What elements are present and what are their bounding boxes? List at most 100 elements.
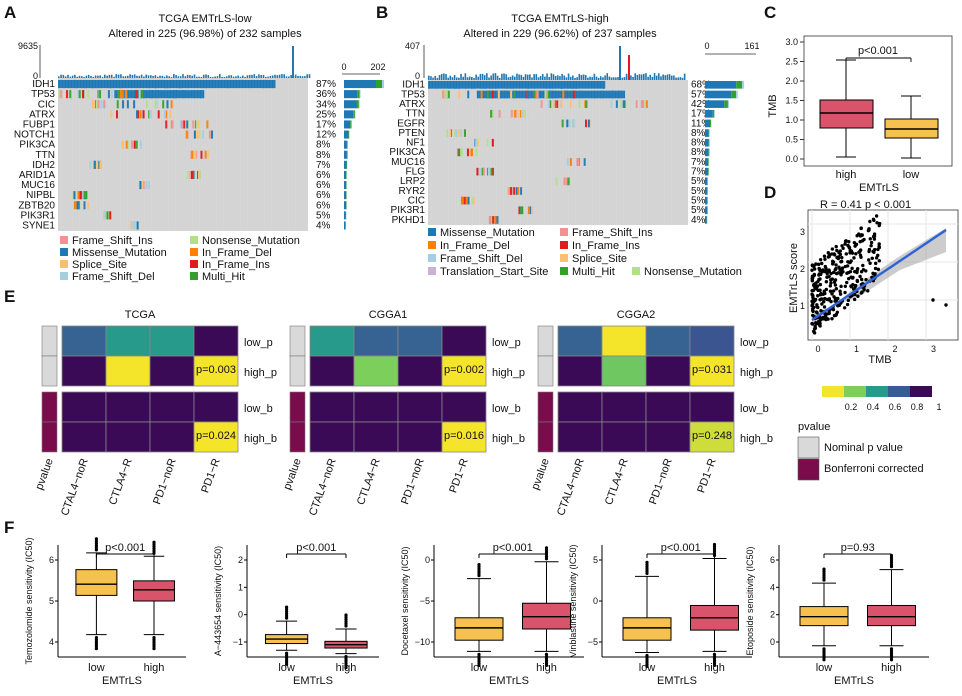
outlier: [889, 653, 894, 658]
gene-count-bar: [344, 221, 346, 230]
heatmap-cell: [193, 421, 239, 453]
mutation-mark: [93, 160, 96, 169]
outlier: [477, 652, 481, 657]
mutation-mark: [204, 80, 207, 89]
p-value: p=0.93: [841, 542, 875, 554]
data-point: [869, 240, 874, 245]
tmb-bar: [131, 74, 134, 78]
tick-label: 1: [238, 582, 243, 592]
heatmap-cell: [353, 391, 399, 423]
data-point: [811, 288, 816, 293]
oncoplot-a-subtitle: Altered in 225 (96.98%) of 232 samples: [108, 28, 302, 40]
row-label: low_p: [244, 337, 273, 349]
mutation-mark: [135, 221, 138, 230]
tmb-zero-label: 0: [33, 71, 38, 81]
outlier: [285, 660, 289, 664]
mutation-mark: [108, 80, 111, 89]
outlier: [94, 647, 98, 651]
mutation-mark: [83, 201, 86, 210]
mutation-mark: [460, 129, 463, 137]
legend-swatch: [60, 248, 68, 256]
data-point: [822, 305, 827, 309]
outlier: [94, 541, 98, 545]
tmb-bar: [507, 77, 510, 80]
tmb-bar: [576, 77, 578, 80]
data-point: [815, 284, 820, 288]
outlier: [344, 659, 348, 663]
mutation-mark: [478, 167, 481, 176]
data-point: [839, 284, 843, 289]
data-point: [824, 280, 829, 284]
tmb-bar: [62, 74, 65, 78]
row-label: high_p: [244, 367, 277, 379]
mutation-mark: [611, 90, 614, 99]
data-point: [842, 306, 847, 310]
tmb-bar: [608, 76, 611, 80]
data-point: [821, 300, 826, 304]
outlier: [285, 616, 289, 620]
mutation-mark: [566, 119, 569, 128]
tmb-bar: [133, 74, 136, 78]
column-label: CTAL4−noR: [555, 457, 587, 518]
mutation-block: [471, 138, 493, 147]
tick-label: 2.0: [785, 76, 798, 86]
cell-annotation: p=0.248: [692, 430, 732, 442]
data-point: [818, 288, 822, 292]
mutation-mark: [180, 120, 183, 129]
mutation-block: [561, 119, 590, 128]
gene-label: NIPBL: [26, 190, 55, 201]
data-point: [833, 268, 837, 272]
outlier: [889, 565, 894, 569]
data-point: [835, 248, 839, 253]
heatmap-cell: [353, 421, 399, 453]
data-point: [843, 239, 848, 244]
mutation-mark: [566, 158, 569, 166]
tmb-bar: [522, 76, 525, 80]
data-point: [870, 256, 874, 261]
gene-label: FLG: [406, 167, 426, 178]
gene-label: SYNE1: [22, 221, 55, 232]
mutation-mark: [141, 181, 144, 190]
tmb-bar: [434, 75, 437, 80]
outlier: [94, 642, 98, 646]
legend-swatch: [60, 272, 68, 280]
p-value: p<0.001: [105, 542, 145, 554]
tmb-bar: [253, 74, 256, 78]
tmb-bar: [501, 73, 503, 80]
group-label: low: [88, 662, 105, 674]
mutation-mark: [435, 81, 438, 89]
gene-count-bar: [705, 158, 709, 166]
mutation-mark: [486, 90, 489, 99]
outlier: [645, 569, 649, 573]
data-point: [835, 255, 839, 260]
x-axis-label: EMTrLS: [293, 675, 333, 687]
gene-count-bar: [376, 80, 382, 89]
mutation-mark: [134, 80, 137, 89]
outlier: [344, 622, 348, 626]
data-point: [816, 262, 821, 267]
outlier: [285, 614, 289, 618]
tmb-bar: [129, 74, 131, 78]
mutation-mark: [467, 90, 470, 99]
mutation-mark: [72, 191, 75, 200]
mutation-block: [518, 206, 532, 215]
outlier: [822, 651, 826, 655]
tmb-bar: [649, 74, 652, 80]
outlier: [285, 607, 289, 611]
tmb-bar: [683, 73, 686, 80]
legend-swatch: [560, 267, 568, 275]
tick-label: 6: [49, 555, 54, 565]
mutation-mark: [578, 90, 581, 99]
cell-annotation: p=0.002: [444, 364, 484, 376]
tick-label: 3: [931, 344, 936, 354]
heatmap-cell: [353, 355, 399, 387]
tmb-bar: [120, 74, 122, 78]
mutation-mark: [480, 90, 483, 99]
gene-label: CIC: [408, 195, 425, 206]
mutation-mark: [448, 81, 451, 89]
gene-count-bar: [357, 90, 360, 99]
mutation-mark: [618, 90, 621, 99]
heatmap-cell: [397, 325, 443, 357]
tmb-bar: [152, 75, 154, 78]
tmb-bar: [468, 76, 471, 80]
